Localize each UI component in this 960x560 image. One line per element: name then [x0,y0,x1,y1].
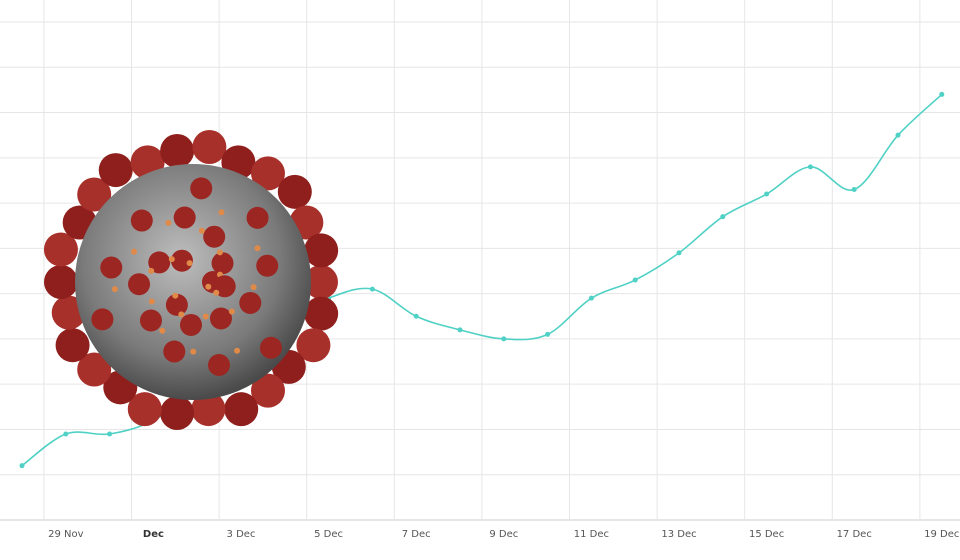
x-tick-label: 13 Dec [661,529,696,540]
dot [190,348,197,355]
spike [277,174,312,209]
point [413,313,419,319]
point [457,327,463,333]
dot [172,292,179,299]
spike [209,307,232,330]
spike [304,265,338,299]
spike [98,153,133,188]
point [851,187,857,193]
spike [77,177,112,212]
dot [234,347,241,354]
dot [250,284,257,291]
dot [111,286,118,293]
spike [160,396,195,431]
spike [43,232,78,267]
x-tick-label: 3 Dec [227,529,256,540]
spike [130,209,153,232]
spike [250,156,285,191]
point [19,463,25,469]
x-tick-label: 9 Dec [489,529,518,540]
spike [224,392,259,427]
dot [178,311,185,318]
x-tick-label: 15 Dec [749,529,784,540]
point [676,250,682,256]
point [764,191,770,197]
spike [163,340,186,363]
spike [256,254,279,277]
spike [127,392,162,427]
x-labels: 29 Nov Dec 3 Dec 5 Dec 7 Dec 9 Dec 11 Dec 13 De… [48,529,959,540]
dot [213,289,220,296]
spike [239,291,262,314]
dot [218,209,225,216]
spike [100,256,123,279]
point [501,336,507,342]
point [632,277,638,283]
dot [186,260,193,267]
point [939,91,945,97]
dot [205,283,212,290]
spike [160,133,195,168]
spike [296,328,331,363]
spike [173,206,196,229]
spike [246,206,269,229]
spike [128,273,151,296]
spike [55,328,90,363]
dot [168,256,175,263]
spike [91,308,114,331]
x-tick-label: 17 Dec [837,529,872,540]
dot [130,248,137,255]
point [369,286,375,292]
point [588,295,594,301]
spike [165,293,188,316]
spike [203,225,226,248]
point [545,331,551,337]
spike [139,309,162,332]
spike [148,251,171,274]
point [807,164,813,170]
spike [179,313,202,336]
dot [254,245,261,252]
spike [192,129,227,164]
virus-image [43,129,339,431]
spike [213,275,236,298]
point [107,431,113,437]
dot [216,249,223,256]
x-tick-label: 19 Dec [924,529,959,540]
point [63,431,69,437]
spike [208,354,231,377]
spike [44,265,78,299]
spike [250,373,285,408]
dot [228,308,235,315]
spike [190,177,213,200]
x-tick-label: 5 Dec [314,529,343,540]
spike [191,392,226,427]
spike [259,336,282,359]
spike [304,233,339,268]
point [895,132,901,138]
x-tick-label: 11 Dec [574,529,609,540]
x-tick-label: Dec [143,529,164,540]
spike [170,249,193,272]
dot [198,227,205,234]
dot [148,267,155,274]
spike [77,352,112,387]
x-tick-label: 7 Dec [402,529,431,540]
dot [148,298,155,305]
dot [202,313,209,320]
point [720,214,726,220]
x-tick-label: 29 Nov [48,529,84,540]
spike [304,296,339,331]
dot [159,327,166,334]
spike [211,252,234,275]
dot [165,219,172,226]
